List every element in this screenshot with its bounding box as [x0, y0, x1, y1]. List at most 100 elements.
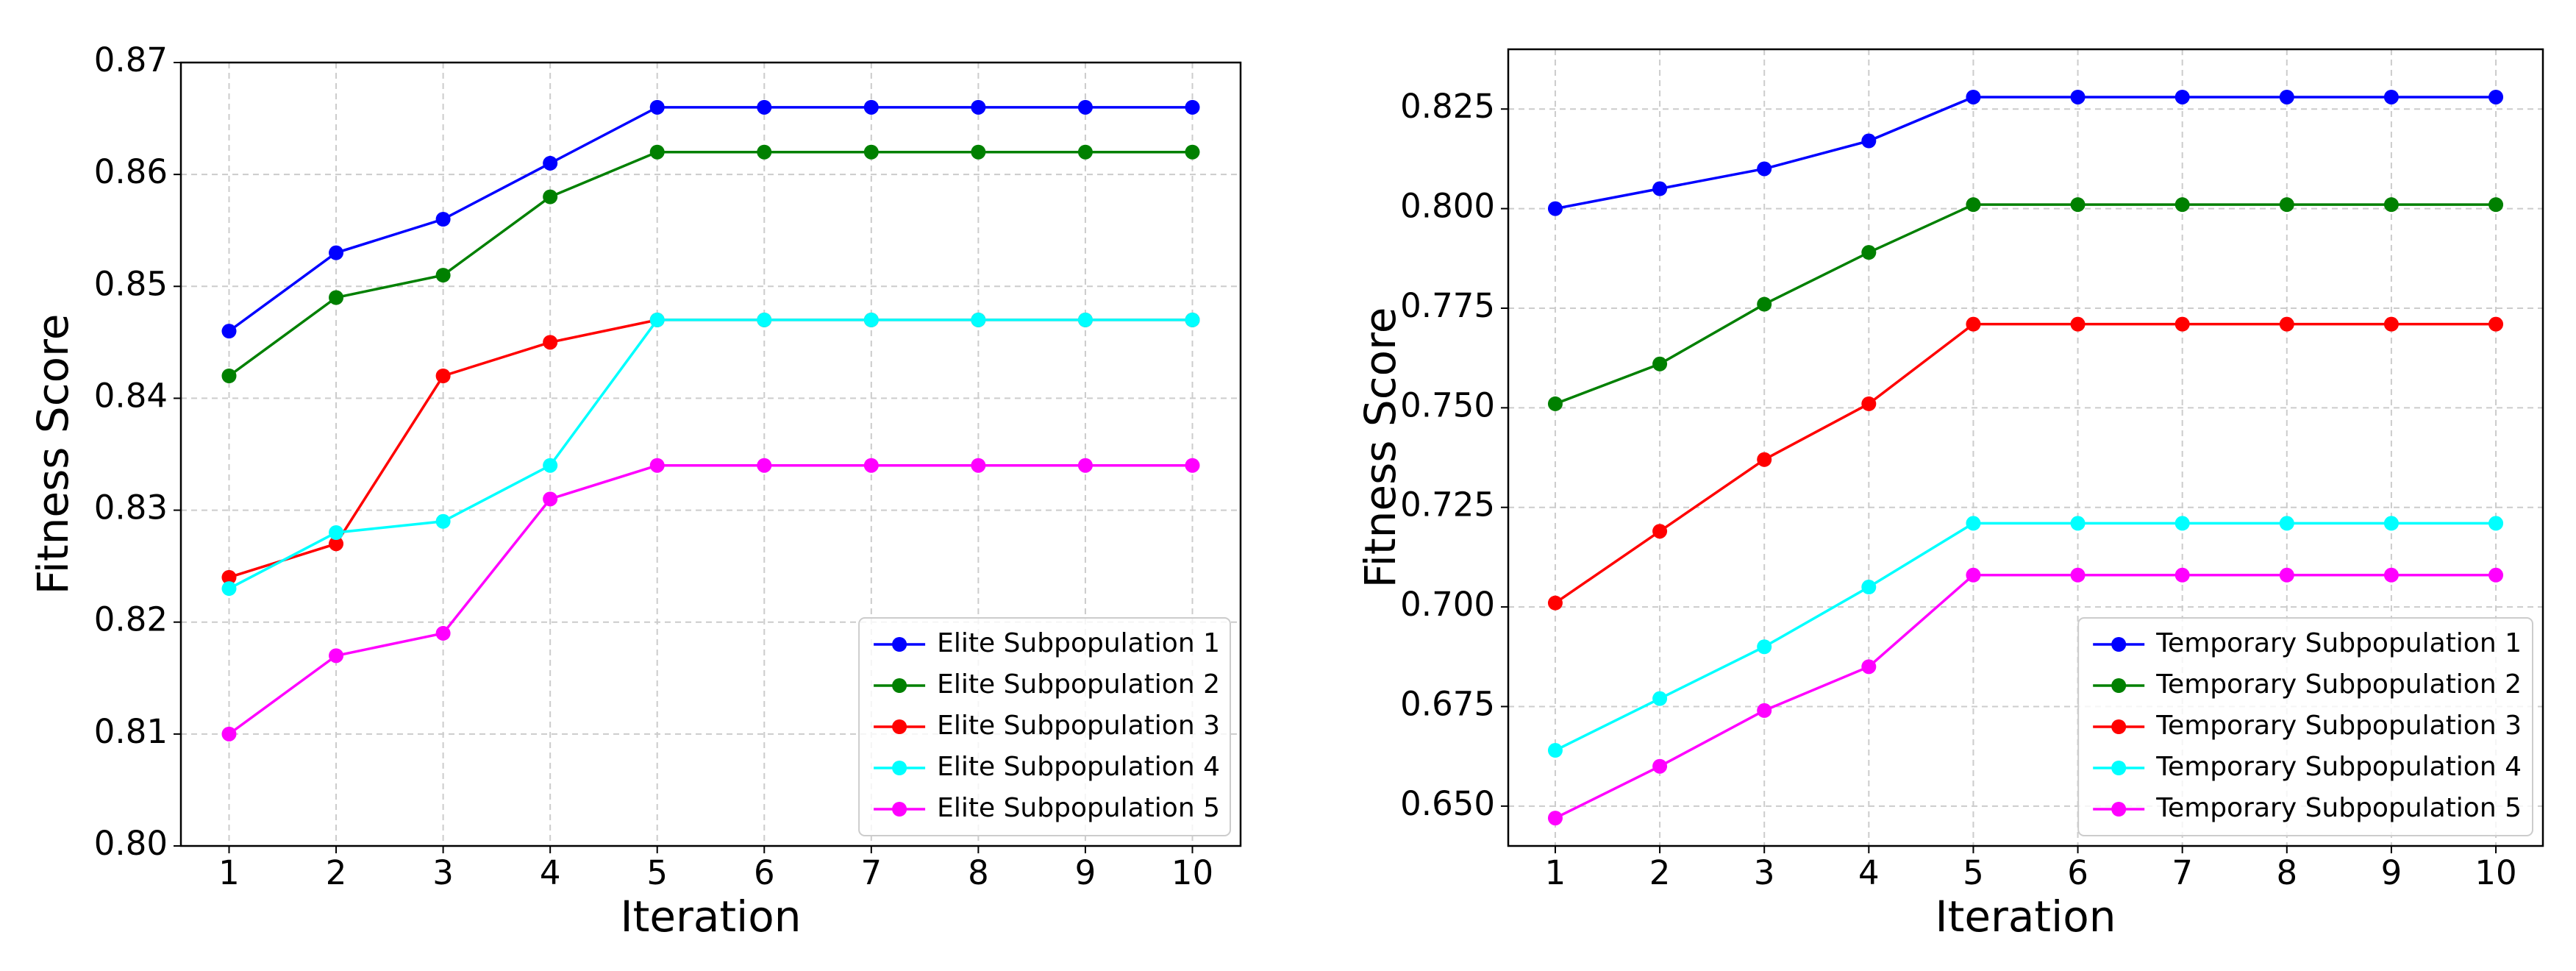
- y-tick-label: 0.725: [1400, 486, 1495, 524]
- marker: [2279, 567, 2294, 583]
- series-line: [228, 150, 1193, 377]
- subplot: 0.650 0.675 0.700 0.725 0.750 0.775 0.800 0.825…: [1355, 48, 2544, 942]
- x-tick-label: 6: [2067, 853, 2088, 892]
- y-axis-label: Fitness Score: [1355, 307, 1405, 588]
- marker: [757, 144, 772, 160]
- marker: [329, 648, 344, 664]
- marker: [649, 458, 665, 473]
- marker: [1547, 201, 1563, 216]
- x-axis-label: Iteration: [1935, 892, 2116, 942]
- y-tick-label: 0.85: [94, 264, 168, 303]
- y-tick-label: 0.87: [94, 40, 168, 79]
- axes-frame: [179, 61, 1242, 847]
- y-tick-label: 0.84: [94, 376, 168, 415]
- legend-marker: [2111, 719, 2127, 734]
- x-tick-label: 5: [1963, 853, 1984, 892]
- x-tick-label: 10: [2475, 853, 2516, 892]
- legend-marker: [892, 678, 907, 693]
- marker: [1861, 580, 1877, 595]
- legend-marker: [892, 761, 907, 775]
- x-tick-label: 10: [1171, 853, 1213, 892]
- marker: [1966, 316, 1981, 332]
- legend-text: Temporary Subpopulation 4: [2155, 752, 2522, 782]
- marker: [2488, 89, 2504, 104]
- legend-text: Elite Subpopulation 3: [937, 711, 1220, 741]
- series-line: [1554, 322, 2497, 605]
- marker: [543, 491, 558, 507]
- marker: [1547, 743, 1563, 758]
- y-tick-label: 0.86: [94, 152, 168, 191]
- legend-text: Elite Subpopulation 2: [937, 669, 1220, 700]
- marker: [2070, 89, 2086, 104]
- marker: [221, 369, 237, 383]
- marker: [1652, 691, 1668, 706]
- marker: [2383, 316, 2399, 332]
- marker: [1652, 524, 1668, 539]
- legend-text: Elite Subpopulation 1: [937, 628, 1220, 658]
- legend-text: Elite Subpopulation 4: [937, 752, 1220, 782]
- y-tick-label: 0.650: [1400, 784, 1495, 823]
- y-tick-label: 0.83: [94, 488, 168, 527]
- marker: [2174, 567, 2190, 583]
- y-tick-label: 0.82: [94, 600, 168, 639]
- legend-text: Temporary Subpopulation 2: [2155, 669, 2522, 700]
- series-line: [1555, 96, 2497, 210]
- marker: [1757, 703, 1772, 718]
- marker: [1185, 312, 1200, 327]
- marker: [2174, 89, 2190, 104]
- marker: [1185, 458, 1200, 473]
- marker: [2383, 197, 2399, 213]
- marker: [1547, 595, 1563, 611]
- marker: [1185, 99, 1200, 115]
- marker: [2279, 516, 2294, 531]
- marker: [2070, 567, 2086, 583]
- marker: [435, 625, 451, 641]
- marker: [863, 312, 879, 327]
- marker: [329, 290, 344, 305]
- marker: [2279, 316, 2294, 332]
- marker: [2488, 316, 2504, 332]
- x-tick-label: 9: [2381, 853, 2402, 892]
- marker: [1757, 639, 1772, 655]
- marker: [435, 513, 451, 529]
- legend-box: [2077, 617, 2533, 836]
- marker: [1077, 312, 1093, 327]
- marker: [863, 458, 879, 473]
- marker: [649, 144, 665, 160]
- marker: [543, 458, 558, 473]
- marker: [2174, 197, 2190, 213]
- x-tick-label: 7: [2172, 853, 2193, 892]
- marker: [757, 458, 772, 473]
- marker: [2070, 197, 2086, 213]
- marker: [1861, 133, 1877, 149]
- axes-frame: [1507, 48, 2544, 847]
- legend-text: Temporary Subpopulation 5: [2155, 793, 2522, 823]
- y-tick-label: 0.750: [1400, 385, 1495, 424]
- subplot: 0.80 0.81 0.82 0.83 0.84 0.85 0.86 0.87 1 2 3 4 5 6 7 8…: [28, 40, 1242, 942]
- marker: [1547, 811, 1563, 826]
- marker: [1185, 144, 1200, 160]
- marker: [543, 189, 558, 204]
- marker: [221, 324, 237, 339]
- marker: [2174, 316, 2190, 332]
- x-tick-label: 8: [968, 853, 989, 892]
- series-line: [228, 319, 1193, 579]
- x-tick-label: 5: [646, 853, 668, 892]
- marker: [1077, 144, 1093, 160]
- marker: [1966, 89, 1981, 104]
- x-tick-label: 9: [1075, 853, 1096, 892]
- marker: [329, 536, 344, 552]
- marker: [2383, 89, 2399, 104]
- x-axis-label: Iteration: [620, 892, 801, 942]
- marker: [2279, 89, 2294, 104]
- x-tick-label: 8: [2276, 853, 2297, 892]
- marker: [543, 335, 558, 350]
- x-tick-label: 4: [540, 853, 561, 892]
- x-tick-label: 2: [326, 853, 347, 892]
- marker: [971, 99, 986, 115]
- marker: [971, 458, 986, 473]
- marker: [863, 99, 879, 115]
- marker: [1077, 458, 1093, 473]
- marker: [221, 569, 237, 585]
